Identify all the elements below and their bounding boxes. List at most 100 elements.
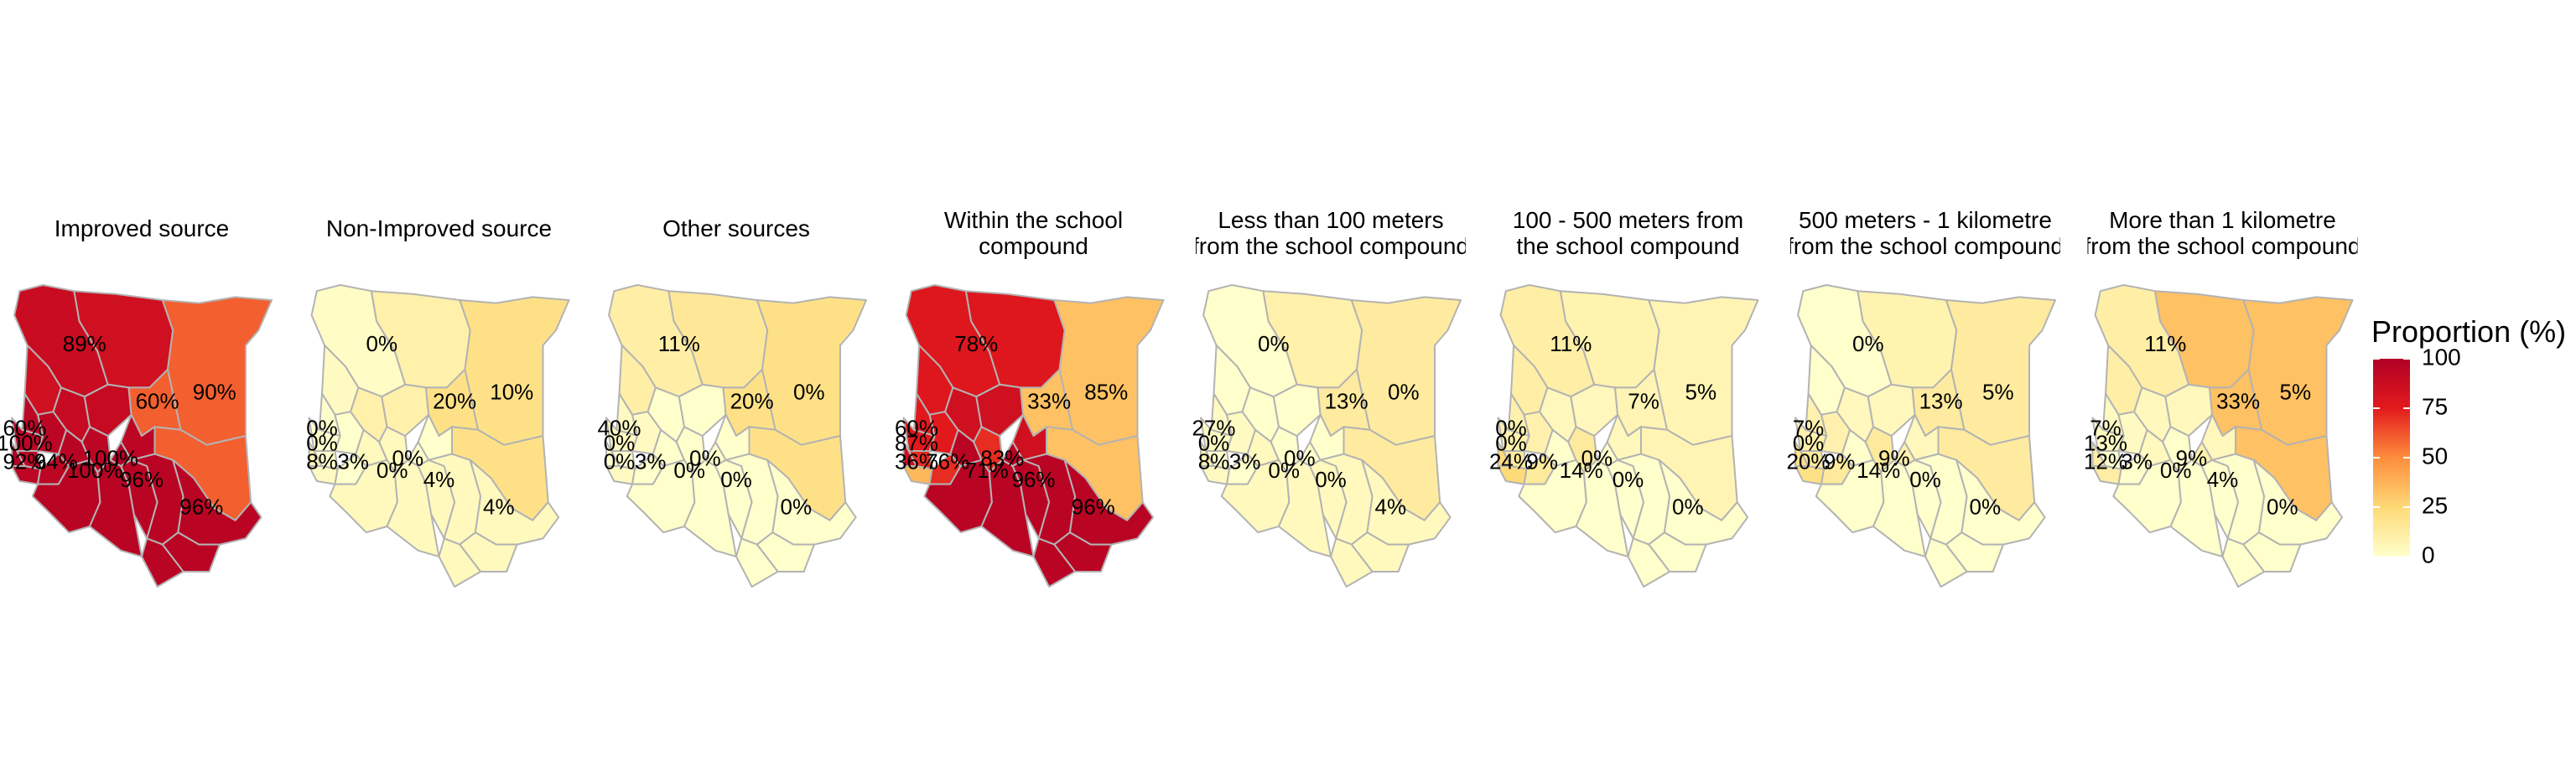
region-laikipia — [975, 383, 1025, 437]
legend-tick-label: 100 — [2422, 344, 2461, 370]
value-label: 11% — [658, 331, 700, 356]
value-label: 0% — [1495, 431, 1527, 456]
region-tana-river — [1063, 459, 1155, 546]
value-label: 0% — [1495, 416, 1527, 441]
value-label: 13% — [1325, 388, 1368, 413]
value-label: 4% — [423, 467, 455, 492]
value-label: 71% — [965, 458, 1009, 483]
region-kwale — [2221, 537, 2266, 588]
value-label: 0% — [604, 448, 636, 474]
value-label: 60% — [3, 416, 46, 441]
value-label: 0% — [377, 458, 408, 483]
value-label: 20% — [433, 388, 476, 413]
value-label: 20% — [1786, 448, 1830, 474]
value-label: 14% — [1560, 458, 1603, 483]
value-label: 96% — [1011, 467, 1055, 492]
map-title-line: Less than 100 meters — [1218, 207, 1443, 233]
value-label: 4% — [1375, 494, 1407, 519]
value-label: 24% — [1489, 448, 1533, 474]
value-label: 0% — [1672, 494, 1704, 519]
legend: Proportion (%)100 75 50 25 0 — [2371, 314, 2566, 567]
map-title-line: Other sources — [662, 215, 810, 241]
value-label: 100% — [0, 431, 53, 456]
map-title-line: from the school compound — [1192, 233, 1469, 259]
value-label: 10% — [490, 379, 533, 404]
value-label: 3% — [337, 448, 369, 474]
region-kwale — [438, 537, 482, 588]
value-label: 0% — [1852, 331, 1884, 356]
value-label: 13% — [2084, 431, 2127, 456]
value-label: 8% — [306, 448, 338, 474]
value-label: 89% — [63, 331, 106, 356]
value-label: 0% — [306, 431, 338, 456]
value-label: 7% — [1793, 416, 1825, 441]
map-title-line: the school compound — [1516, 233, 1739, 259]
map-title-line: from the school compound — [2085, 233, 2361, 259]
legend-tick-label: 75 — [2422, 393, 2448, 419]
map-title-line: Within the school — [944, 207, 1123, 233]
map-title-line: Improved source — [55, 215, 230, 241]
value-label: 0% — [1970, 494, 2002, 519]
region-laikipia — [1272, 383, 1322, 437]
value-label: 0% — [1284, 446, 1316, 471]
map-title-2: Non-Improved source — [326, 215, 552, 241]
value-label: 5% — [1685, 379, 1717, 404]
value-label: 14% — [1857, 458, 1900, 483]
value-label: 9% — [1526, 448, 1558, 474]
region-tana-river — [1955, 459, 2046, 546]
value-label: 0% — [2267, 494, 2298, 519]
value-label: 83% — [980, 446, 1024, 471]
value-label: 3% — [635, 448, 667, 474]
legend-tick-label: 50 — [2422, 443, 2448, 469]
region-kwale — [1627, 537, 1671, 588]
value-label: 0% — [306, 416, 338, 441]
value-label: 0% — [673, 458, 705, 483]
value-label: 0% — [2160, 458, 2192, 483]
value-label: 100% — [67, 458, 123, 483]
value-label: 96% — [179, 494, 223, 519]
value-label: 0% — [793, 379, 825, 404]
value-label: 20% — [730, 388, 774, 413]
map-title-1: Improved source — [55, 215, 230, 241]
value-label: 27% — [1192, 416, 1235, 441]
value-label: 0% — [366, 331, 398, 356]
value-label: 3% — [1229, 448, 1261, 474]
legend-tick-label: 0 — [2422, 541, 2435, 567]
value-label: 96% — [120, 467, 164, 492]
value-label: 7% — [1628, 388, 1659, 413]
legend-title: Proportion (%) — [2371, 314, 2566, 349]
value-label: 5% — [1982, 379, 2014, 404]
value-label: 0% — [781, 494, 813, 519]
value-label: 11% — [2144, 331, 2186, 356]
region-kwale — [1924, 537, 1968, 588]
value-label: 0% — [1258, 331, 1290, 356]
value-label: 0% — [1581, 446, 1613, 471]
value-label: 4% — [483, 494, 515, 519]
region-kwale — [1032, 537, 1077, 588]
value-label: 40% — [597, 416, 641, 441]
value-label: 9% — [1824, 448, 1856, 474]
region-tana-river — [1361, 459, 1452, 546]
region-tana-river — [766, 459, 857, 546]
legend-tick-label: 25 — [2422, 492, 2448, 518]
region-tana-river — [469, 459, 560, 546]
map-title-line: from the school compound — [1787, 233, 2064, 259]
value-label: 0% — [604, 431, 636, 456]
value-label: 100% — [83, 446, 139, 471]
map-title-line: 500 meters - 1 kilometre — [1799, 207, 2052, 233]
region-laikipia — [83, 383, 132, 437]
value-label: 8% — [1198, 448, 1230, 474]
value-label: 0% — [1388, 379, 1420, 404]
value-label: 60% — [136, 388, 179, 413]
map-title-3: Other sources — [662, 215, 810, 241]
value-label: 94% — [34, 448, 78, 474]
value-label: 76% — [926, 448, 969, 474]
